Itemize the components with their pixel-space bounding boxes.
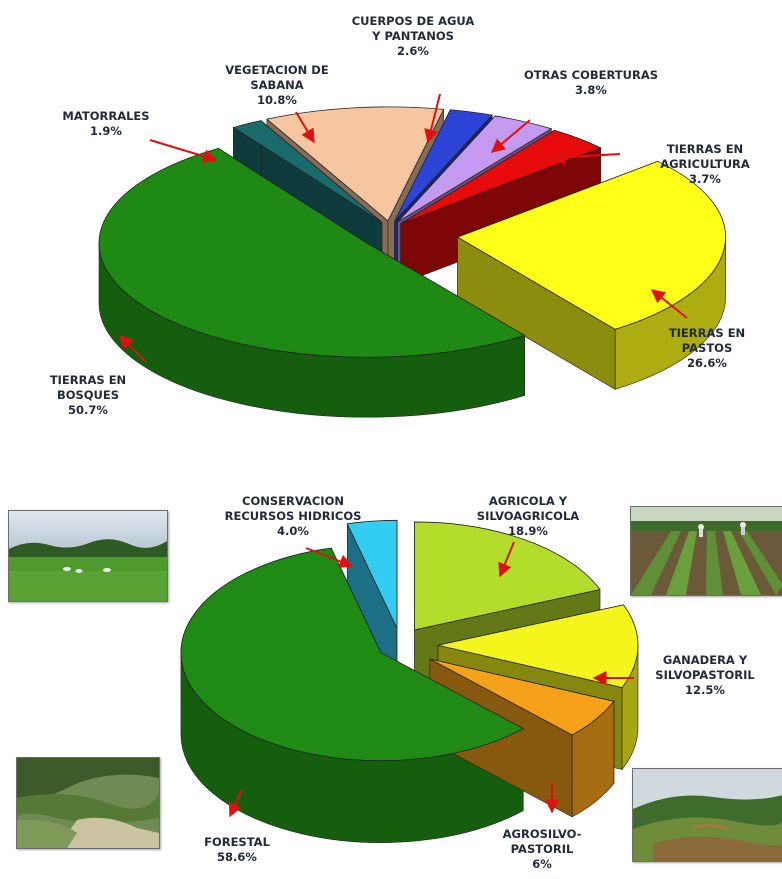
tierras-en-pastos-arrow [650, 289, 688, 319]
otras-coberturas-arrow [490, 119, 531, 153]
crop-rows-photo [630, 506, 782, 596]
vegetacion-de-sabana-arrow [295, 111, 315, 144]
matorrales-slice [232, 120, 383, 223]
ganadera-y-silvopastoril-slice [437, 604, 639, 688]
mountain-slope-photo [632, 768, 782, 862]
agricola-y-silvoagricola-arrow [498, 541, 515, 578]
conservacion-recursos-hidricos-slice [346, 519, 398, 629]
tierras-en-agricultura-arrow [550, 150, 621, 165]
land-cover-pie [98, 106, 726, 418]
agrosilvo-pastoril-label: AGROSILVO-PASTORIL 6% [503, 827, 582, 871]
cuerpos-de-agua-y-pantanos-slice [394, 109, 493, 222]
tierras-en-agricultura-label: TIERRAS EN AGRICULTURA 3.7% [660, 142, 750, 186]
forestal-slice [180, 547, 525, 762]
conservacion-recursos-hidricos-arrow [305, 547, 354, 568]
pasture-photo [8, 510, 168, 602]
tierras-en-bosques-label: TIERRAS EN BOSQUES 50.7% [50, 373, 126, 417]
agricola-y-silvoagricola-label: AGRICOLA Y SILVOAGRICOLA 18.9% [477, 494, 579, 538]
tierras-en-pastos-slice [456, 160, 726, 330]
land-use-labels: AGRICOLA Y SILVOAGRICOLA 18.9% GANADERA Y SI… [204, 494, 755, 871]
matorrales-label: MATORRALES 1.9% [62, 109, 149, 138]
forest-valley-photo [16, 757, 160, 849]
otras-coberturas-slice [397, 115, 553, 223]
tierras-en-pastos-label: TIERRAS EN PASTOS 26.6% [669, 326, 745, 370]
cuerpos-de-agua-y-pantanos-label: CUERPOS DE AGUA Y PANTANOS 2.6% [352, 14, 475, 58]
vegetacion-de-sabana-label: VEGETACION DE SABANA 10.8% [225, 63, 329, 107]
ganadera-y-silvopastoril-label: GANADERA Y SILVOPASTORIL 12.5% [655, 653, 755, 697]
matorrales-arrow [149, 139, 218, 164]
otras-coberturas-label: OTRAS COBERTURAS 3.8% [524, 68, 658, 97]
tierras-en-bosques-arrow [119, 335, 147, 363]
forestal-arrow [228, 789, 243, 818]
land-cover-labels: CUERPOS DE AGUA Y PANTANOS 2.6% OTRAS COBER… [50, 14, 750, 417]
land-use-pie [180, 519, 639, 843]
cuerpos-de-agua-y-pantanos-arrow [424, 93, 441, 144]
conservacion-recursos-hidricos-label: CONSERVACION RECURSOS HIDRICOS 4.0% [225, 494, 362, 538]
tierras-en-bosques-slice [98, 147, 526, 358]
forestal-label: FORESTAL 58.6% [204, 835, 270, 864]
agrosilvo-pastoril-slice [429, 658, 615, 736]
